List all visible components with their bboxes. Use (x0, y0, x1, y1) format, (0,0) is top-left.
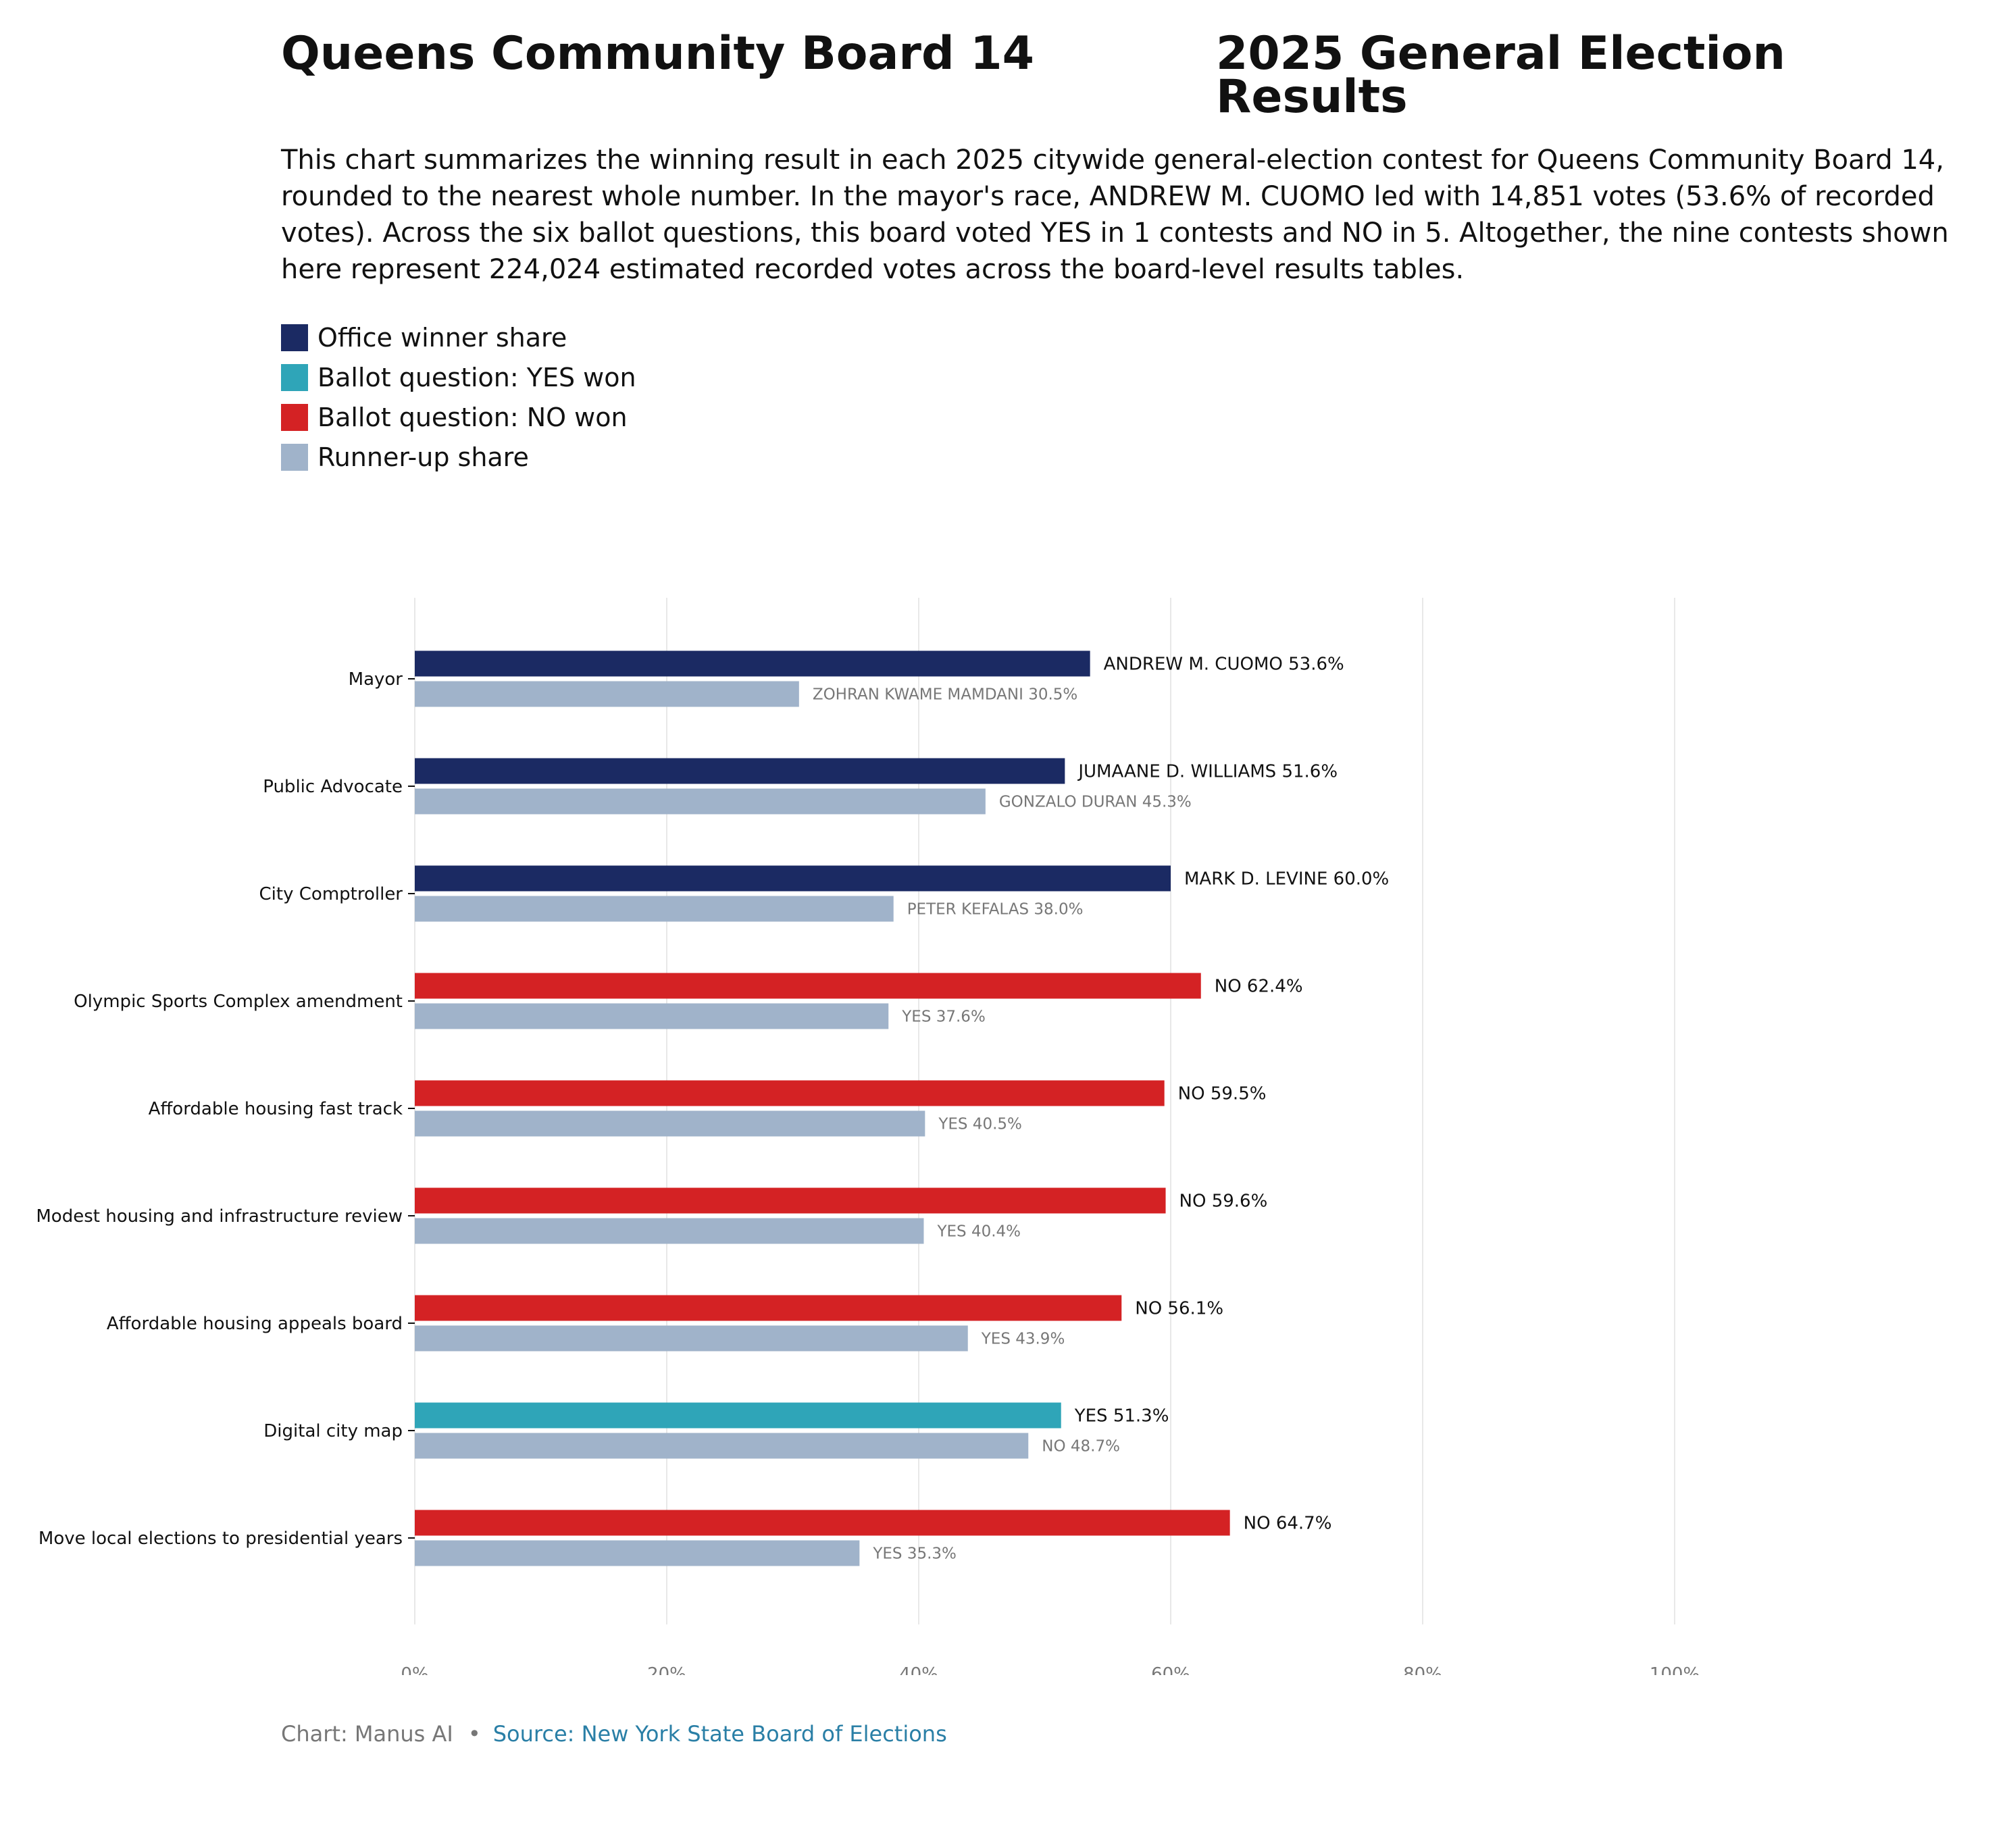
winner-label: ANDREW M. CUOMO 53.6% (1104, 654, 1344, 675)
category-label: Affordable housing fast track (149, 1099, 403, 1119)
winner-label: NO 59.5% (1178, 1084, 1267, 1104)
runner-up-bar (415, 788, 986, 815)
runner-up-bar (415, 896, 894, 922)
category-label: City Comptroller (259, 884, 403, 904)
legend-item-office-winner: Office winner share (281, 317, 636, 357)
runner-up-label: ZOHRAN KWAME MAMDANI 30.5% (813, 686, 1077, 704)
runner-up-bar (415, 1110, 925, 1137)
runner-up-label: YES 37.6% (901, 1008, 986, 1026)
legend: Office winner share Ballot question: YES… (281, 317, 636, 477)
bar-chart: ANDREW M. CUOMO 53.6% ZOHRAN KWAME MAMDAN… (36, 598, 1700, 1675)
x-tick-label: 40% (899, 1664, 938, 1675)
winner-label: JUMAANE D. WILLIAMS 51.6% (1077, 762, 1338, 782)
bars (415, 650, 1230, 1566)
winner-bar (415, 1187, 1166, 1214)
legend-item-runner-up: Runner-up share (281, 437, 636, 477)
x-tick-label: 0% (401, 1664, 428, 1675)
chart-subtitle: This chart summarizes the winning result… (281, 145, 1949, 285)
category-label: Mayor (349, 669, 403, 690)
legend-swatch-yes-won (281, 363, 308, 391)
winner-bar (415, 1295, 1122, 1321)
category-label: Public Advocate (263, 777, 403, 797)
runner-up-label: PETER KEFALAS 38.0% (907, 901, 1084, 919)
winner-label: MARK D. LEVINE 60.0% (1184, 869, 1389, 890)
category-labels: Mayor Public Advocate City Comptroller Olym… (36, 669, 415, 1549)
winner-bar (415, 650, 1090, 677)
winner-bar (415, 1510, 1230, 1536)
winner-bar (415, 758, 1065, 784)
source-link[interactable]: Source: New York State Board of Election… (492, 1721, 947, 1747)
runner-up-bar (415, 1540, 860, 1566)
winner-label: NO 62.4% (1215, 977, 1303, 997)
winner-label: NO 64.7% (1244, 1514, 1332, 1534)
x-tick-label: 100% (1650, 1664, 1700, 1675)
winner-bar (415, 1402, 1061, 1429)
winner-bar (415, 1080, 1165, 1106)
runner-up-bar (415, 1325, 968, 1352)
legend-swatch-office-winner (281, 324, 308, 351)
chart-title-secondary: 2025 General Election Results (1216, 27, 1785, 124)
category-label: Move local elections to presidential yea… (39, 1529, 403, 1549)
legend-label-office-winner: Office winner share (317, 322, 567, 353)
x-tick-label: 60% (1151, 1664, 1190, 1675)
legend-label-yes-won: Ballot question: YES won (317, 362, 636, 392)
runner-up-bar (415, 1218, 924, 1244)
winner-label: NO 56.1% (1135, 1299, 1223, 1319)
runner-up-label: YES 40.5% (938, 1116, 1022, 1133)
runner-up-label: GONZALO DURAN 45.3% (999, 794, 1192, 811)
winner-label: NO 59.6% (1179, 1191, 1268, 1212)
category-label: Modest housing and infrastructure review (36, 1206, 403, 1227)
category-label: Affordable housing appeals board (107, 1314, 403, 1334)
category-label: Digital city map (263, 1421, 403, 1441)
footer: Chart: Manus AI • Source: New York State B… (281, 1721, 947, 1747)
legend-item-yes-won: Ballot question: YES won (281, 357, 636, 397)
legend-item-no-won: Ballot question: NO won (281, 397, 636, 437)
legend-swatch-runner-up (281, 443, 308, 471)
legend-swatch-no-won (281, 403, 308, 431)
x-axis-ticks: 0% 20% 40% 60% 80% 100% (401, 1664, 1700, 1675)
runner-up-label: YES 43.9% (981, 1331, 1065, 1348)
runner-up-label: YES 35.3% (872, 1545, 957, 1563)
winner-label: YES 51.3% (1074, 1406, 1169, 1427)
data-labels: ANDREW M. CUOMO 53.6% ZOHRAN KWAME MAMDAN… (813, 654, 1389, 1563)
runner-up-bar (415, 681, 799, 707)
x-tick-label: 20% (647, 1664, 686, 1675)
winner-bar (415, 865, 1171, 892)
legend-label-no-won: Ballot question: NO won (317, 402, 628, 432)
legend-label-runner-up: Runner-up share (317, 442, 529, 472)
footer-credit: Chart: Manus AI (281, 1721, 453, 1747)
footer-separator: • (467, 1721, 481, 1747)
x-tick-label: 80% (1403, 1664, 1442, 1675)
runner-up-bar (415, 1003, 889, 1029)
chart-title: Queens Community Board 14 (281, 27, 1034, 80)
winner-bar (415, 973, 1201, 999)
runner-up-bar (415, 1433, 1029, 1459)
runner-up-label: YES 40.4% (936, 1223, 1021, 1241)
category-label: Olympic Sports Complex amendment (74, 992, 403, 1012)
runner-up-label: NO 48.7% (1042, 1438, 1120, 1456)
